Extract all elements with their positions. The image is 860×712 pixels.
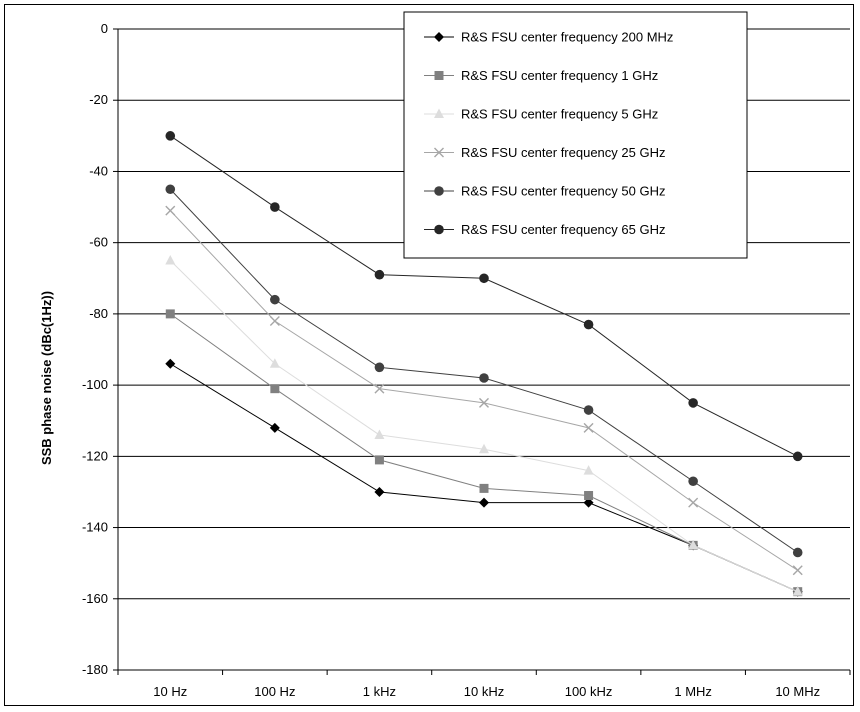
data-point — [583, 465, 594, 475]
data-point — [792, 586, 803, 596]
data-point — [479, 373, 489, 383]
marker-stroke — [374, 383, 385, 394]
data-point — [688, 476, 698, 487]
legend-marker — [434, 224, 444, 235]
legend-item: R&S FSU center frequency 1 GHz — [424, 68, 658, 83]
series-layer — [165, 131, 803, 597]
data-point — [479, 497, 489, 508]
data-point — [269, 358, 280, 368]
marker-stroke — [165, 205, 176, 216]
marker-stroke — [434, 147, 444, 158]
legend-marker — [434, 108, 444, 118]
x-axis-ticks: 10 Hz 100 Hz 1 kHz 10 kHz 100 kHz 1 MHz 10 MHz — [117, 670, 851, 699]
y-tick-label: 0 — [101, 21, 108, 36]
legend-box — [403, 11, 748, 259]
legend-label: R&S FSU center frequency 200 MHz — [461, 30, 673, 45]
data-point — [584, 491, 594, 501]
data-point — [270, 384, 280, 394]
data-point — [479, 273, 489, 284]
legend-item: R&S FSU center frequency 25 GHz — [424, 145, 665, 160]
legend: R&S FSU center frequency 200 MHz R&S FSU … — [403, 11, 748, 259]
marker-stroke — [688, 497, 699, 508]
legend-label: R&S FSU center frequency 50 GHz — [461, 184, 665, 199]
data-point — [688, 539, 699, 550]
y-tick-label: -120 — [82, 448, 108, 463]
legend-marker — [434, 147, 444, 158]
y-axis-label: SSB phase noise (dBc(1Hz)) — [39, 291, 54, 465]
data-point — [165, 184, 176, 195]
data-point — [479, 397, 489, 408]
legend-marker — [434, 32, 444, 42]
data-point — [165, 309, 175, 319]
data-point — [792, 547, 803, 558]
x-tick-label: 1 kHz — [363, 684, 396, 699]
data-point — [374, 455, 384, 465]
data-point — [583, 497, 594, 508]
legend-marker — [434, 71, 444, 80]
legend-label: R&S FSU center frequency 1 GHz — [461, 68, 658, 83]
legend-item: R&S FSU center frequency 65 GHz — [424, 222, 665, 237]
legend-label: R&S FSU center frequency 65 GHz — [461, 222, 665, 237]
x-tick-label: 10 Hz — [153, 684, 187, 699]
data-point — [583, 422, 594, 433]
data-point — [165, 205, 176, 216]
legend-label: R&S FSU center frequency 5 GHz — [461, 107, 658, 122]
y-tick-label: -180 — [82, 662, 108, 677]
data-point — [269, 316, 280, 327]
data-point — [374, 486, 385, 497]
legend-item: R&S FSU center frequency 200 MHz — [424, 30, 673, 45]
y-tick-label: -80 — [89, 306, 108, 321]
marker-stroke — [583, 422, 594, 433]
series-1 — [165, 358, 803, 597]
data-point — [583, 405, 594, 415]
data-point — [374, 269, 385, 280]
data-point — [374, 362, 385, 373]
marker-stroke — [269, 316, 280, 327]
y-tick-label: -100 — [82, 377, 108, 392]
phase-noise-chart: 0-20-40-60-80-100-120-140-160-180 10 Hz 1… — [39, 11, 851, 699]
x-tick-label: 1 MHz — [674, 684, 712, 699]
data-point — [165, 131, 176, 141]
data-point — [374, 429, 385, 439]
data-point — [269, 422, 280, 433]
data-point — [792, 451, 803, 462]
series-3 — [165, 254, 803, 596]
x-tick-label: 10 kHz — [464, 684, 504, 699]
data-point — [374, 383, 385, 394]
y-tick-label: -160 — [82, 591, 108, 606]
data-point — [165, 358, 176, 369]
series-5 — [165, 184, 803, 558]
data-point — [479, 483, 489, 493]
x-tick-label: 10 MHz — [775, 684, 820, 699]
chart-container: 0 -20 -40 -60 -80 -100 -120 -140 -160 -180 10 Hz 1… — [4, 4, 854, 706]
y-tick-label: -20 — [89, 92, 108, 107]
legend-label: R&S FSU center frequency 25 GHz — [461, 145, 665, 160]
marker-stroke — [792, 565, 803, 576]
marker-stroke — [479, 397, 489, 408]
grid-layer — [117, 28, 850, 671]
y-tick-label: -60 — [89, 235, 108, 250]
legend-marker — [434, 186, 444, 196]
data-point — [792, 565, 803, 576]
legend-item: R&S FSU center frequency 50 GHz — [424, 184, 665, 199]
series-line — [170, 363, 798, 593]
data-point — [688, 398, 698, 408]
legend-item: R&S FSU center frequency 5 GHz — [424, 107, 658, 122]
data-point — [270, 202, 280, 212]
data-point — [479, 443, 489, 454]
series-4 — [165, 205, 803, 576]
series-line — [169, 210, 798, 571]
data-point — [688, 497, 699, 508]
y-axis-ticks: 0 -20 -40 -60 -80 -100 -120 -140 -160 -180 — [82, 21, 118, 677]
data-point — [270, 294, 280, 305]
x-tick-label: 100 Hz — [254, 684, 295, 699]
data-point — [165, 254, 176, 265]
data-point — [583, 319, 594, 330]
y-tick-label: -140 — [82, 520, 108, 535]
series-6 — [165, 131, 803, 462]
x-tick-label: 100 kHz — [565, 684, 613, 699]
y-tick-label: -40 — [89, 163, 108, 178]
